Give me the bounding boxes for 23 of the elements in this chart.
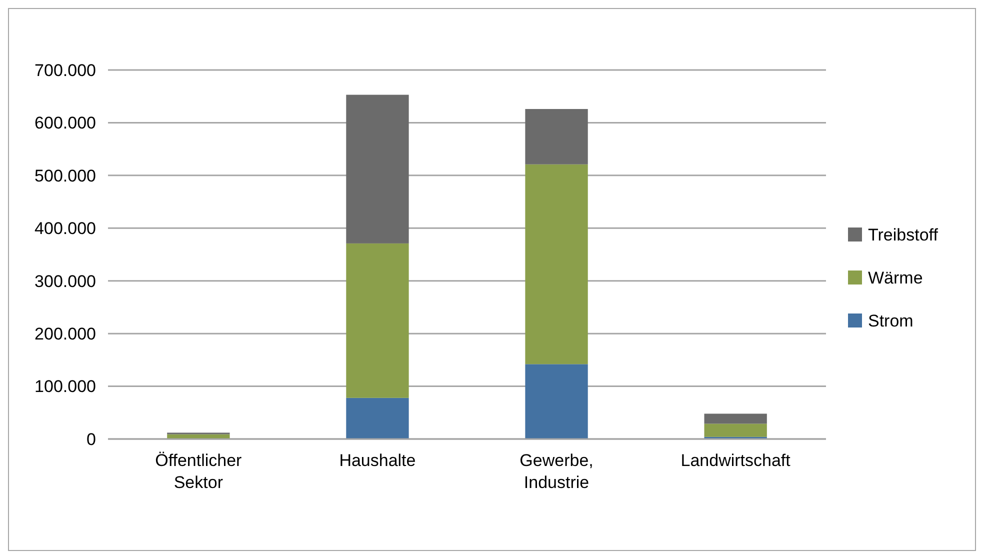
legend-label: Treibstoff (868, 225, 938, 244)
x-tick-label: Landwirtschaft (680, 451, 791, 470)
y-tick-label: 600.000 (34, 114, 96, 133)
y-tick-label: 400.000 (34, 219, 96, 238)
y-tick-label: 200.000 (34, 324, 96, 344)
x-tick-label: Gewerbe, Industrie (520, 451, 594, 492)
y-tick-label: 300.000 (34, 272, 96, 291)
bar (704, 414, 767, 424)
bar (525, 164, 588, 364)
bar (525, 364, 588, 439)
y-tick-label: 500.000 (34, 166, 96, 186)
legend-label: Strom (868, 311, 914, 330)
y-tick-label: 700.000 (34, 60, 96, 80)
x-tick-label: Öffentlicher Sektor (155, 451, 242, 492)
legend-label: Wärme (868, 268, 923, 288)
bar (346, 398, 409, 439)
bar (704, 424, 767, 437)
x-tick-label: Haushalte (339, 451, 416, 470)
bar (346, 94, 409, 244)
bar (525, 109, 588, 164)
y-tick-label: 100.000 (34, 377, 96, 396)
bar (346, 243, 409, 398)
y-tick-label: 0 (86, 430, 96, 449)
